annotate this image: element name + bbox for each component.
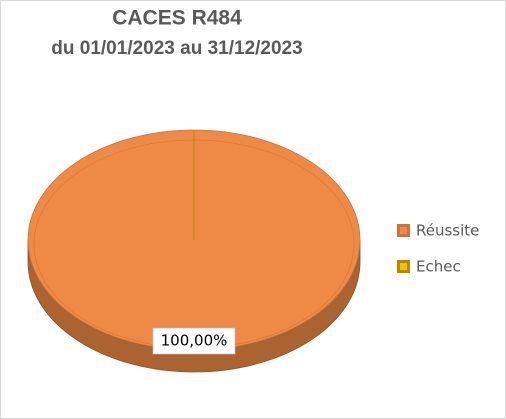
chart-title: CACES R484 (112, 7, 242, 30)
chart-subtitle: du 01/01/2023 au 31/12/2023 (51, 38, 302, 59)
data-label-box (152, 327, 236, 355)
legend-swatch-inner (400, 227, 407, 234)
legend-label: Echec (416, 258, 461, 276)
legend-swatch-inner (400, 263, 407, 270)
legend-label: Réussite (416, 222, 479, 240)
data-label: 100,00% (161, 332, 228, 350)
